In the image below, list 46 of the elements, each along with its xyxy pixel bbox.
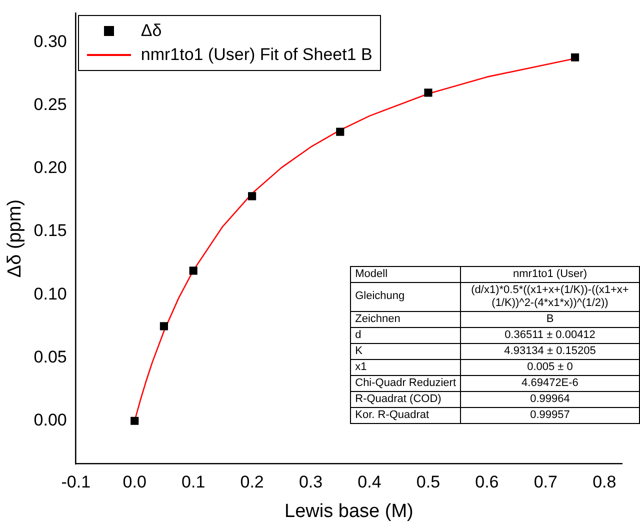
annotation: (d/x1)*0.5*((x1+x+(1/K))-((x1+x+(1/K))^2-(4*x1*x))^(1/2)) bbox=[460, 282, 640, 312]
y-tick-label: 0.25 bbox=[34, 95, 67, 114]
x-tick-label: 0.1 bbox=[182, 472, 206, 492]
annotation: x1 bbox=[350, 359, 460, 376]
x-tick-label: -0.1 bbox=[61, 472, 91, 492]
legend-label: Δδ bbox=[140, 20, 162, 42]
point bbox=[160, 322, 168, 330]
x-tick-label: 0.8 bbox=[592, 472, 616, 492]
x-tick-label: 0.5 bbox=[416, 472, 440, 492]
point bbox=[189, 266, 198, 275]
point bbox=[248, 192, 256, 200]
y-axis-title: Δδ (ppm) bbox=[4, 199, 26, 278]
y-tick-label: 0.20 bbox=[34, 158, 67, 178]
y-tick-label: 0.10 bbox=[34, 284, 67, 304]
annotation: 0.99964 bbox=[460, 391, 640, 408]
annotation: nmr1to1 (User) bbox=[460, 266, 640, 282]
annotation: 0.36511 ± 0.00412 bbox=[460, 327, 640, 344]
point bbox=[424, 88, 432, 97]
annotation: R-Quadrat (COD) bbox=[350, 391, 460, 408]
x-tick-label: 0.6 bbox=[475, 472, 499, 492]
annotation: Chi-Quadr Reduziert bbox=[350, 375, 460, 392]
point bbox=[336, 128, 344, 136]
annotation: B bbox=[460, 311, 640, 328]
y-tick-label: 0.30 bbox=[34, 32, 67, 51]
x-tick-label: 0.7 bbox=[534, 472, 558, 492]
annotation: 4.69472E-6 bbox=[460, 375, 640, 392]
x-tick-label: 0.4 bbox=[358, 472, 382, 492]
point bbox=[130, 416, 139, 425]
y-tick-label: 0.00 bbox=[34, 410, 67, 430]
x-tick-label: 0.2 bbox=[240, 472, 264, 492]
legend-label: nmr1to1 (User) Fit of Sheet1 B bbox=[140, 44, 372, 66]
annotation: d bbox=[350, 327, 460, 344]
x-tick-label: 0.0 bbox=[122, 472, 146, 492]
annotation: 4.93134 ± 0.15205 bbox=[460, 343, 640, 360]
annotation: Gleichung bbox=[350, 282, 460, 312]
annotation: K bbox=[350, 343, 460, 360]
annotation: 0.99957 bbox=[460, 407, 640, 424]
x-axis-title: Lewis base (M) bbox=[284, 500, 414, 522]
y-tick-label: 0.05 bbox=[34, 347, 67, 366]
annotation: Kor. R-Quadrat bbox=[350, 407, 460, 424]
point bbox=[570, 53, 580, 62]
y-tick-label: 0.15 bbox=[34, 221, 67, 240]
annotation: 0.005 ± 0 bbox=[460, 359, 640, 376]
x-tick-label: 0.3 bbox=[298, 472, 323, 492]
annotation: Modell bbox=[350, 266, 460, 282]
annotation: Zeichnen bbox=[350, 311, 460, 328]
